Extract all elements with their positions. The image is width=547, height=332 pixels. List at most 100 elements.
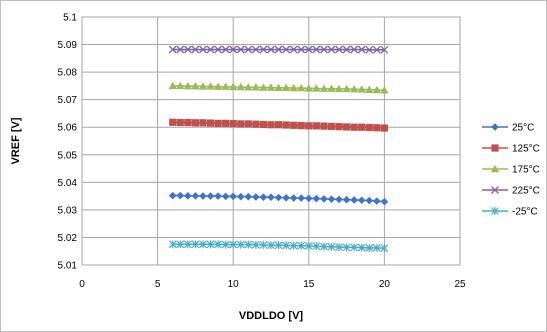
data-point [251,240,260,249]
data-point [267,121,275,129]
y-tick-label: 5.08 [58,68,78,79]
data-point [297,45,306,54]
legend-entry-4: 225°C [482,186,540,197]
data-point [357,196,366,205]
data-point [350,123,358,131]
series-1 [168,191,389,206]
data-point [221,45,230,54]
data-point [282,121,290,129]
data-point [372,45,381,54]
data-point [214,192,222,200]
data-point [357,45,366,54]
data-point [229,192,237,201]
y-tick-label: 5.09 [58,40,78,51]
legend-entry-1: 25°C [482,123,534,134]
data-point [365,45,374,54]
axes-layer: 5.01 5.02 5.03 5.04 5.05 5.06 5.07 5.08 5.09 5.1 0… [58,13,466,291]
data-point [267,241,275,250]
data-point [221,82,230,90]
data-point [281,83,291,92]
x-axis-title: VDDLDO [V] [239,310,304,322]
data-point [297,241,306,250]
data-point [176,118,184,127]
data-point [304,45,313,54]
data-point [213,82,223,90]
data-point [191,192,200,200]
data-point [380,86,389,94]
legend-marker [491,207,499,215]
data-point [184,192,192,200]
data-point [342,195,351,204]
data-point [176,191,185,200]
data-point [168,45,177,54]
data-point [191,45,200,54]
data-point [304,84,313,92]
data-point [267,45,275,54]
y-tick-label: 5.04 [58,178,78,189]
data-point [237,120,245,128]
y-tick-label: 5.1 [63,13,77,24]
data-point [343,123,351,131]
data-point [236,82,245,91]
data-point [380,197,389,206]
data-point [274,121,283,129]
data-point [320,195,328,203]
data-point [335,45,343,54]
data-point [229,82,238,91]
data-point [335,243,343,252]
series-2 [169,118,388,132]
data-point [319,45,328,54]
legend-label: -25°C [512,207,538,218]
y-tick-label: 5.03 [58,205,78,216]
data-point [335,195,343,204]
data-point [327,45,336,54]
y-tick-label: 5.01 [58,261,78,272]
data-point [312,45,321,54]
data-point [176,81,185,90]
data-point [184,118,192,127]
data-point [274,241,283,250]
data-point [236,192,245,201]
data-point [259,240,268,249]
data-point [365,123,373,132]
data-point [327,195,336,203]
series-3 [168,81,389,94]
x-tick-label: 15 [303,279,315,290]
data-point [191,119,199,127]
legend-marker [491,123,499,131]
data-point [259,193,268,202]
data-point [380,124,388,132]
data-point [198,82,208,90]
data-point [373,197,381,205]
data-point [244,83,253,91]
y-axis-title: VREF [V] [10,117,22,164]
data-point [168,191,177,200]
series-4 [168,45,389,54]
data-point [266,83,276,91]
data-point [199,240,207,249]
data-point [350,243,359,252]
data-point [342,243,351,252]
y-tick-label: 5.07 [58,95,78,106]
data-point [274,83,283,92]
data-point [183,81,193,90]
data-point [365,85,374,93]
legend: 25°C 125°C 175°C 225°C -25°C [482,123,540,218]
legend-marker [490,164,500,173]
data-point [320,122,328,130]
x-tick-label: 20 [379,279,391,290]
x-tick-label: 5 [155,279,161,290]
data-point [350,45,359,54]
data-point [358,123,366,131]
y-tick-label: 5.05 [58,150,78,161]
data-point [214,45,223,54]
data-point [191,240,200,249]
data-point [342,84,351,93]
data-point [289,45,298,54]
legend-marker [491,144,499,152]
legend-label: 175°C [512,165,540,176]
data-point [312,122,320,130]
data-point [206,240,215,249]
